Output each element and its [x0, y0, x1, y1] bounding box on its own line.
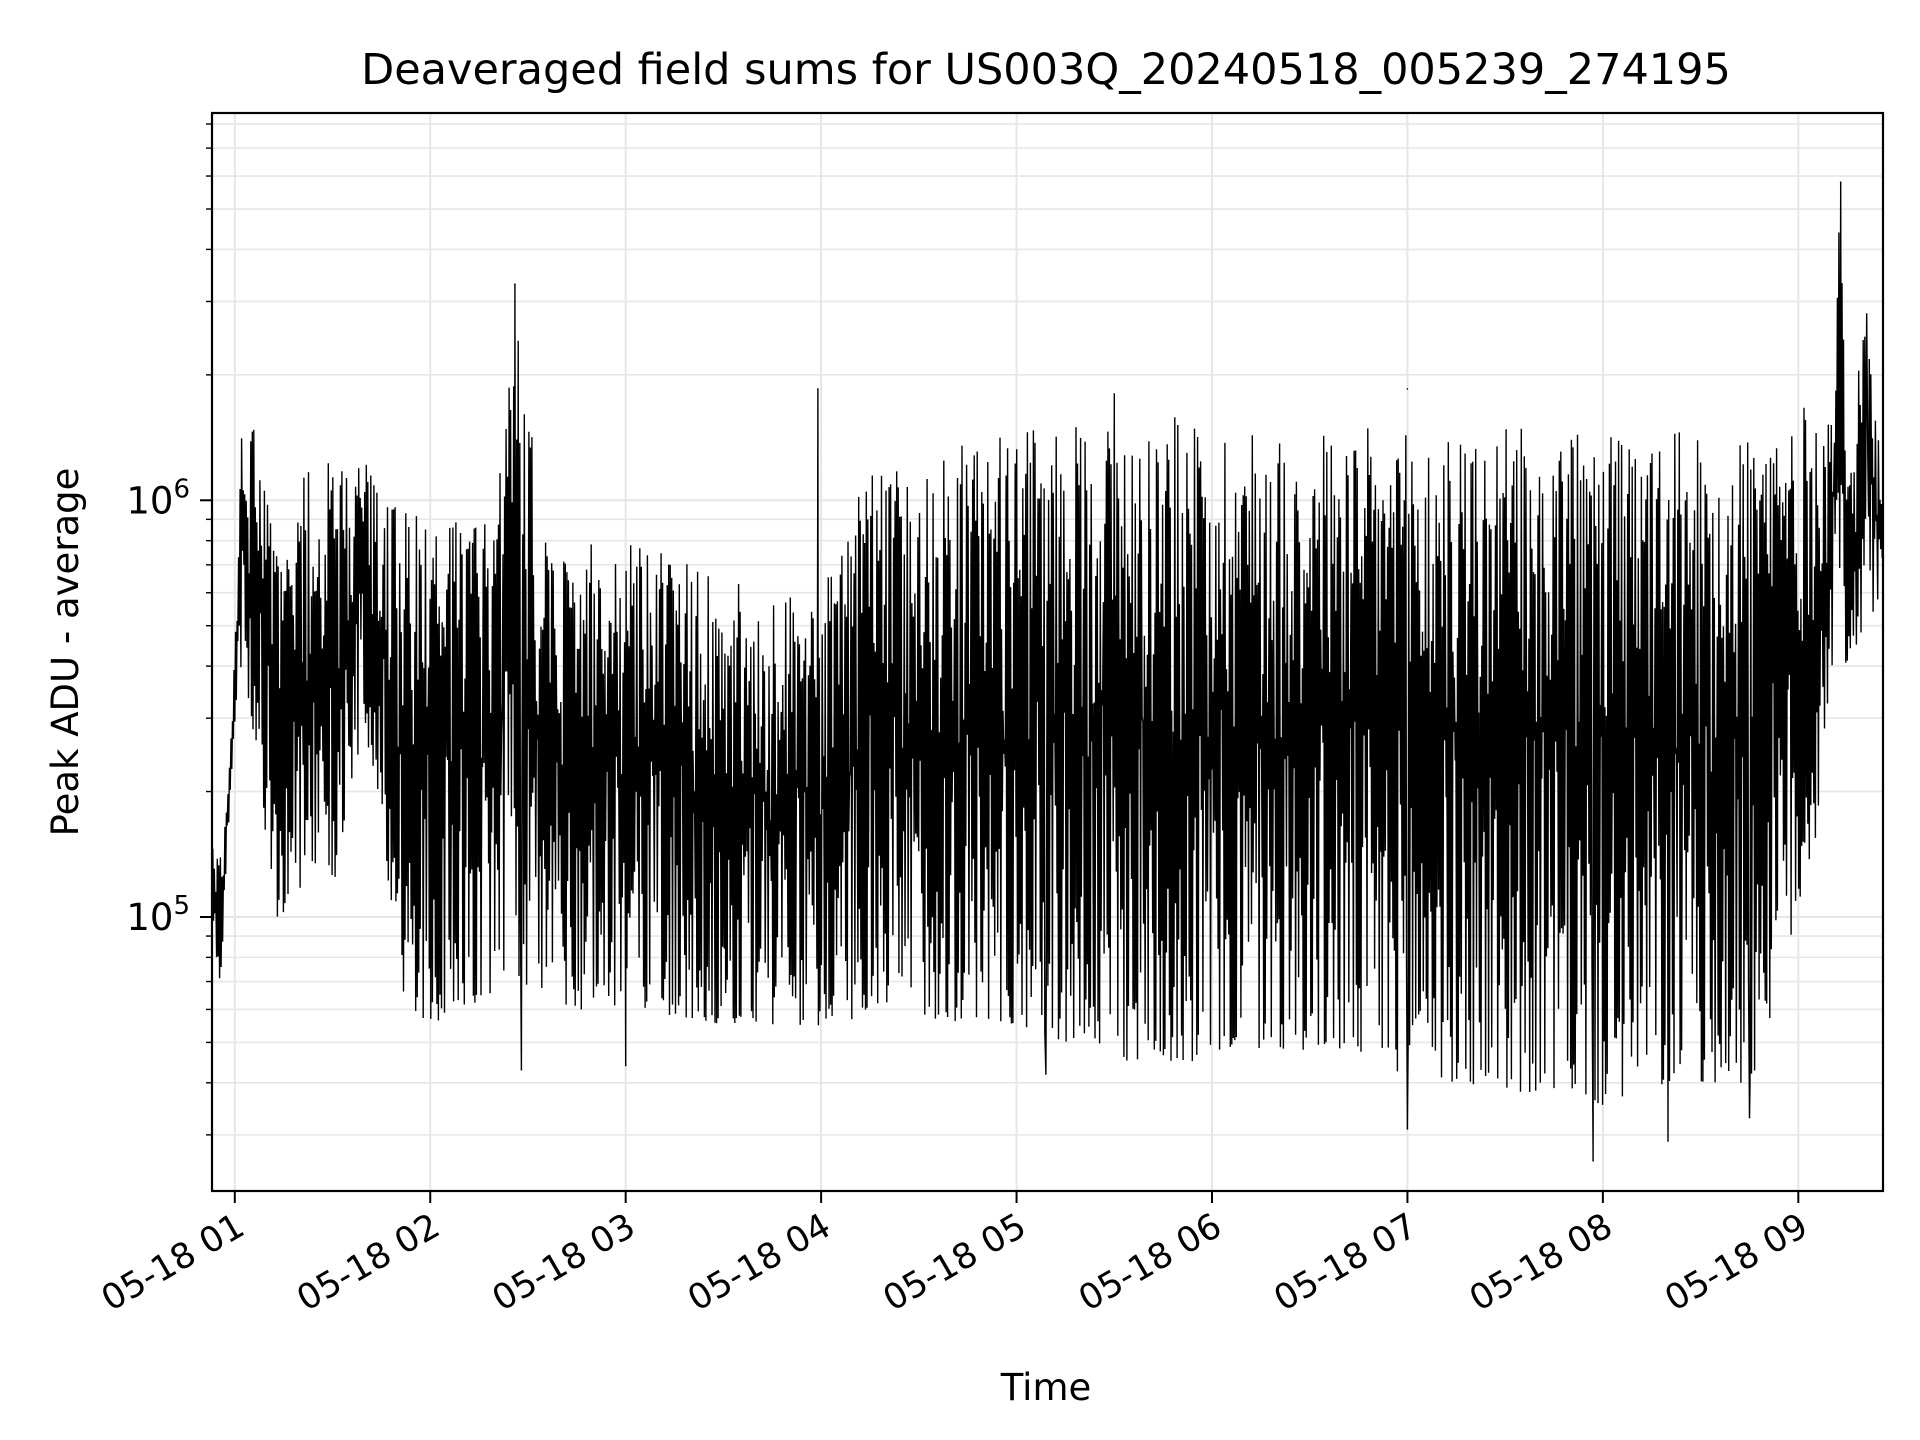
peak-point — [1839, 181, 1842, 183]
trough-point — [1667, 1140, 1669, 1142]
y-axis-label: Peak ADU - average — [44, 468, 87, 837]
plot-area — [210, 111, 1885, 1193]
y-tick-label: 106 — [126, 474, 190, 522]
trough-point — [624, 1064, 627, 1067]
trough-point — [1592, 1159, 1594, 1162]
peak-point — [1865, 313, 1868, 315]
peak-point — [1113, 393, 1116, 395]
y-tick-exponent: 5 — [173, 891, 190, 921]
x-axis-label: Time — [1000, 1366, 1092, 1409]
chart-title: Deaveraged field sums for US003Q_2024051… — [361, 45, 1731, 95]
trough-point — [1748, 1116, 1751, 1119]
peak-point — [1406, 388, 1409, 390]
y-tick-label: 105 — [126, 891, 190, 939]
data-series — [211, 181, 1884, 1162]
y-tick-base: 10 — [126, 896, 173, 939]
plot-frame — [210, 111, 1885, 1193]
peak-point — [514, 283, 516, 286]
trough-point — [1045, 1073, 1047, 1075]
peak-point — [817, 388, 819, 390]
trough-point — [1406, 1128, 1409, 1130]
y-tick-base: 10 — [126, 479, 173, 522]
trough-point — [520, 1068, 523, 1071]
series-line — [211, 182, 1884, 1161]
y-tick-exponent: 6 — [173, 474, 190, 504]
